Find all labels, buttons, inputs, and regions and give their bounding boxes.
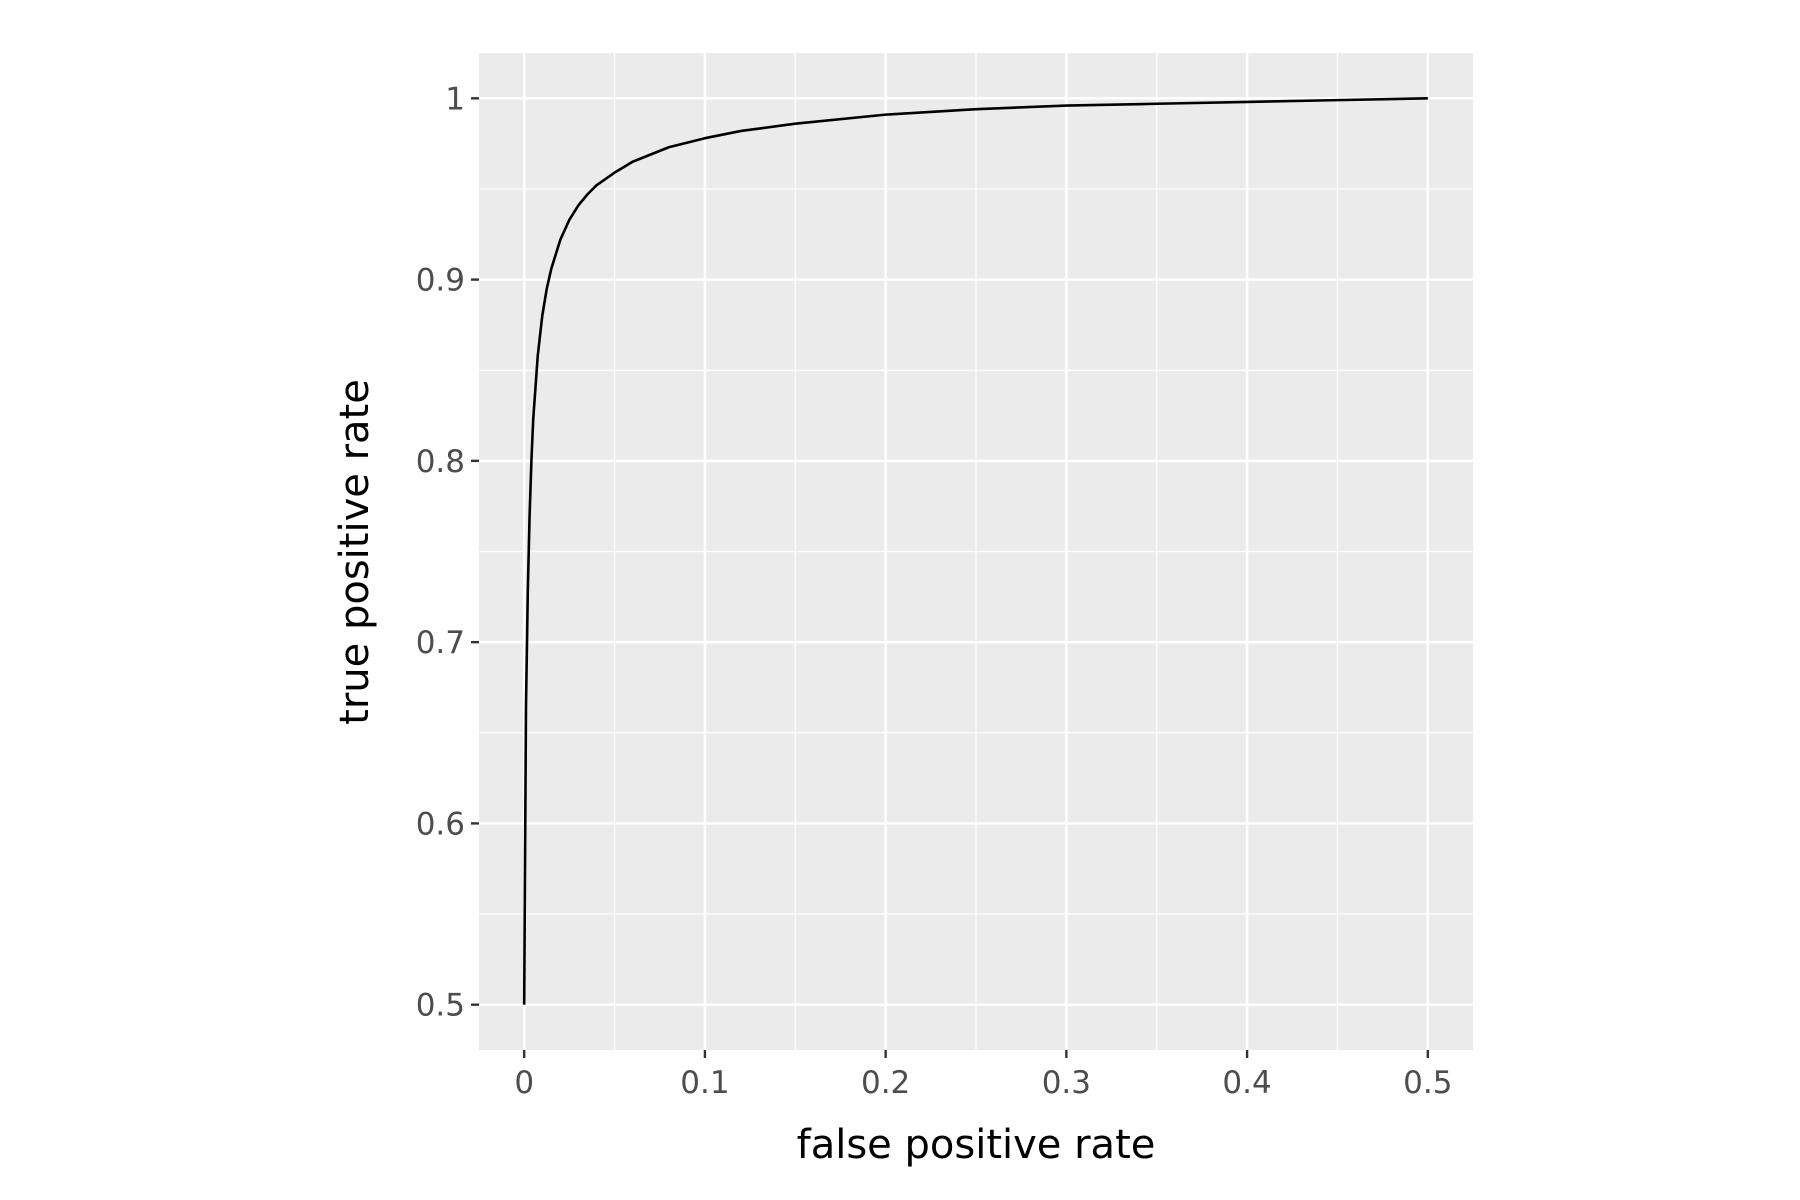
x-tick-label: 0.5 bbox=[1403, 1065, 1452, 1101]
y-tick-label: 1 bbox=[445, 81, 465, 117]
x-tick-label: 0.3 bbox=[1042, 1065, 1091, 1101]
x-tick-label: 0.2 bbox=[861, 1065, 910, 1101]
x-tick-label: 0 bbox=[514, 1065, 534, 1101]
x-tick-label: 0.1 bbox=[680, 1065, 729, 1101]
x-tick-label: 0.4 bbox=[1222, 1065, 1271, 1101]
minor-gridlines bbox=[479, 53, 1473, 1050]
x-axis: 0 0.1 0.2 0.3 0.4 0.5 bbox=[514, 1050, 1452, 1101]
series-layer bbox=[522, 97, 1428, 1005]
y-axis: 0.5 0.6 0.7 0.8 0.9 1 bbox=[416, 81, 479, 1024]
y-tick-label: 0.7 bbox=[416, 625, 465, 661]
x-axis-title: false positive rate bbox=[797, 1122, 1156, 1168]
y-tick-label: 0.6 bbox=[416, 806, 465, 842]
roc-curve-line bbox=[522, 97, 1428, 1005]
y-tick-label: 0.5 bbox=[416, 988, 465, 1024]
y-axis-title: true positive rate bbox=[332, 379, 378, 725]
y-tick-label: 0.9 bbox=[416, 263, 465, 299]
y-tick-label: 0.8 bbox=[416, 444, 465, 480]
